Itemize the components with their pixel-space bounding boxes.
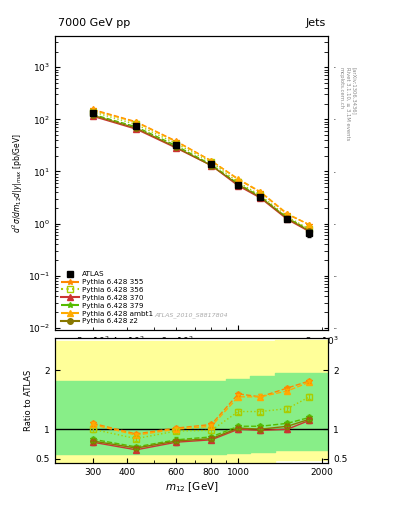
Pythia 6.428 ambt1 [307, 222, 312, 228]
Pythia 6.428 379 [285, 215, 290, 221]
Text: ATLAS_2010_S8817804: ATLAS_2010_S8817804 [155, 313, 228, 318]
Pythia 6.428 355 [285, 211, 290, 218]
Pythia 6.428 ambt1 [90, 107, 95, 113]
Pythia 6.428 355 [307, 222, 312, 228]
Pythia 6.428 355 [258, 189, 263, 195]
Pythia 6.428 z2 [258, 194, 263, 200]
Pythia 6.428 ambt1 [209, 158, 214, 164]
Pythia 6.428 370 [307, 228, 312, 234]
Pythia 6.428 356 [285, 214, 290, 220]
Pythia 6.428 355 [90, 106, 95, 113]
Text: Rivet 3.1.10, ≥ 3.1M events: Rivet 3.1.10, ≥ 3.1M events [345, 67, 350, 140]
Y-axis label: $d^2\sigma/dm_{12}d|y|_{max}$ [pb/GeV]: $d^2\sigma/dm_{12}d|y|_{max}$ [pb/GeV] [11, 133, 25, 233]
Pythia 6.428 355 [236, 177, 241, 183]
Pythia 6.428 z2 [307, 228, 312, 234]
X-axis label: $m_{12}$ [GeV]: $m_{12}$ [GeV] [165, 480, 219, 494]
Text: 7000 GeV pp: 7000 GeV pp [58, 18, 130, 29]
Line: Pythia 6.428 356: Pythia 6.428 356 [90, 109, 312, 232]
Legend: ATLAS, Pythia 6.428 355, Pythia 6.428 356, Pythia 6.428 370, Pythia 6.428 379, P: ATLAS, Pythia 6.428 355, Pythia 6.428 35… [59, 269, 155, 327]
Pythia 6.428 355 [209, 158, 214, 164]
Pythia 6.428 370 [90, 113, 95, 119]
Pythia 6.428 z2 [236, 182, 241, 188]
Line: Pythia 6.428 370: Pythia 6.428 370 [90, 113, 312, 234]
Pythia 6.428 379 [134, 124, 138, 130]
Pythia 6.428 z2 [90, 112, 95, 118]
Pythia 6.428 356 [134, 121, 138, 127]
Pythia 6.428 356 [174, 141, 179, 147]
Pythia 6.428 356 [209, 159, 214, 165]
Pythia 6.428 z2 [285, 216, 290, 222]
Pythia 6.428 ambt1 [174, 139, 179, 145]
Pythia 6.428 356 [307, 226, 312, 232]
Pythia 6.428 z2 [134, 125, 138, 131]
Pythia 6.428 379 [174, 143, 179, 149]
Line: Pythia 6.428 z2: Pythia 6.428 z2 [90, 113, 312, 234]
Pythia 6.428 355 [174, 138, 179, 144]
Text: Jets: Jets [305, 18, 325, 29]
Text: mcplots.cern.ch: mcplots.cern.ch [339, 67, 344, 109]
Pythia 6.428 ambt1 [258, 188, 263, 195]
Pythia 6.428 356 [236, 179, 241, 185]
Pythia 6.428 z2 [209, 162, 214, 168]
Pythia 6.428 379 [236, 181, 241, 187]
Pythia 6.428 ambt1 [285, 210, 290, 217]
Pythia 6.428 370 [209, 162, 214, 168]
Pythia 6.428 379 [90, 111, 95, 117]
Pythia 6.428 370 [236, 183, 241, 189]
Line: Pythia 6.428 355: Pythia 6.428 355 [90, 106, 312, 227]
Pythia 6.428 356 [90, 109, 95, 115]
Pythia 6.428 379 [209, 162, 214, 168]
Pythia 6.428 370 [174, 145, 179, 151]
Line: Pythia 6.428 ambt1: Pythia 6.428 ambt1 [90, 108, 312, 227]
Pythia 6.428 z2 [174, 144, 179, 151]
Pythia 6.428 370 [285, 217, 290, 223]
Pythia 6.428 370 [258, 195, 263, 201]
Pythia 6.428 356 [258, 192, 263, 198]
Pythia 6.428 370 [134, 126, 138, 132]
Line: Pythia 6.428 379: Pythia 6.428 379 [90, 112, 312, 233]
Y-axis label: Ratio to ATLAS: Ratio to ATLAS [24, 370, 33, 431]
Pythia 6.428 ambt1 [134, 119, 138, 125]
Text: [arXiv:1306.3436]: [arXiv:1306.3436] [351, 67, 356, 114]
Pythia 6.428 379 [258, 194, 263, 200]
Pythia 6.428 355 [134, 119, 138, 125]
Pythia 6.428 ambt1 [236, 176, 241, 182]
Pythia 6.428 379 [307, 227, 312, 233]
